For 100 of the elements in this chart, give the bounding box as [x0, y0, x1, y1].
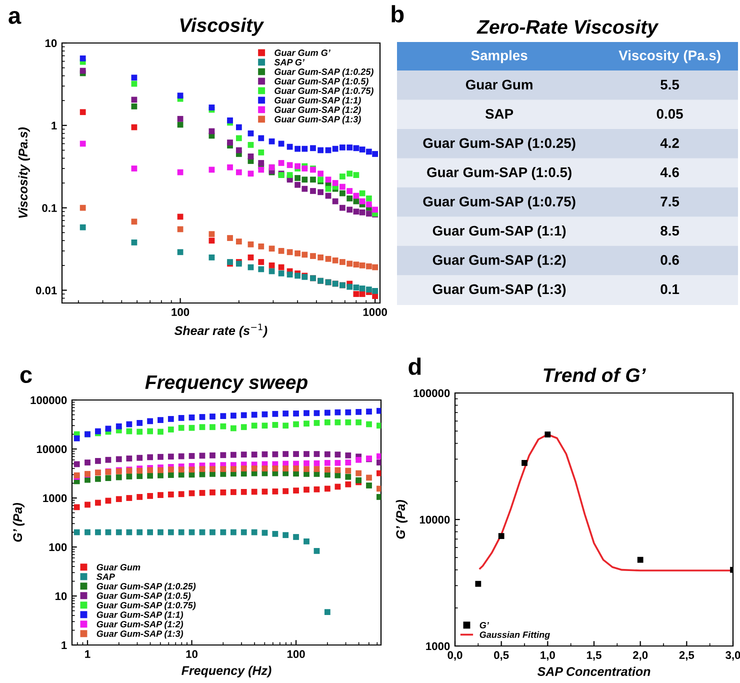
point	[345, 481, 352, 488]
point	[210, 414, 216, 420]
point	[199, 490, 206, 496]
legend-label: Guar Gum	[96, 564, 140, 570]
legend-label: Guar Gum-SAP (1:3)	[96, 630, 184, 639]
point	[168, 466, 174, 473]
point	[158, 428, 164, 435]
x-tick-label: 100	[287, 650, 305, 658]
y-axis-title: Viscosity (Pa.s)	[18, 127, 30, 218]
category-label: SAP	[485, 108, 514, 119]
point	[314, 486, 320, 492]
point	[475, 580, 482, 587]
point	[345, 474, 352, 480]
point	[178, 466, 184, 473]
point	[168, 454, 174, 460]
point	[220, 423, 226, 430]
point	[158, 467, 164, 474]
point	[158, 472, 164, 478]
legend-label: Guar Gum-SAP (1:1)	[274, 96, 361, 106]
y-tick-label: 0.01	[36, 286, 57, 294]
category-label: Guar Gum-SAP (1:1)	[432, 225, 566, 238]
point	[230, 529, 236, 536]
point	[74, 529, 80, 536]
point	[293, 466, 299, 472]
point	[95, 476, 101, 482]
point	[251, 466, 258, 472]
x-tick-label: 2,5	[679, 651, 694, 661]
legend-label: SAP	[96, 574, 115, 580]
point	[356, 409, 362, 415]
point	[345, 452, 352, 458]
x-axis-title: Shear rate (s$^{−1}$)	[174, 324, 268, 338]
y-tick-label: 1	[52, 122, 57, 130]
point	[84, 529, 90, 536]
category-label: Guar Gum-SAP (1:0.25)	[423, 138, 576, 151]
y-axis-title: G’ (Pa)	[396, 500, 408, 539]
legend-label: Guar Gum-SAP (1:0.75)	[274, 87, 374, 96]
point	[345, 468, 352, 474]
point	[126, 428, 132, 434]
data-label: 0.6	[660, 255, 679, 265]
chart-title: Viscosity	[180, 18, 264, 36]
point	[168, 416, 174, 422]
point	[272, 466, 278, 472]
data-label: 4.6	[660, 167, 679, 178]
point	[136, 473, 143, 480]
y-axis-title: G’ (Pa)	[12, 502, 25, 542]
point	[199, 414, 206, 420]
point	[324, 410, 330, 416]
point	[74, 504, 80, 510]
legend-label: Guar Gum G’	[274, 50, 330, 56]
text: d	[408, 358, 421, 375]
point	[178, 453, 184, 460]
point	[188, 466, 195, 473]
point	[158, 492, 164, 498]
point	[304, 460, 310, 466]
y-tick-label: 100000	[414, 389, 450, 398]
point	[147, 428, 153, 434]
point	[147, 454, 153, 460]
x-axis-title: Frequency (Hz)	[182, 666, 272, 678]
point	[95, 529, 101, 536]
point	[199, 466, 206, 472]
y-tick-label: 10	[55, 592, 67, 600]
point	[262, 466, 268, 472]
point	[345, 419, 352, 426]
data-label: 5.5	[660, 80, 680, 90]
point	[356, 419, 362, 426]
point	[136, 468, 143, 474]
legend-label: Guar Gum-SAP (1:0.25)	[274, 68, 374, 77]
point	[304, 486, 310, 493]
point	[314, 451, 320, 457]
point	[220, 466, 226, 472]
point	[356, 470, 362, 476]
point	[178, 424, 184, 431]
point	[251, 529, 258, 536]
point	[158, 529, 164, 536]
point	[168, 529, 174, 536]
point	[282, 451, 289, 457]
y-tick-label: 100000	[30, 396, 67, 404]
point	[304, 410, 310, 416]
point	[136, 420, 143, 426]
point	[188, 453, 195, 459]
point	[210, 452, 216, 458]
point	[126, 474, 132, 480]
point	[210, 489, 216, 496]
point	[105, 456, 112, 463]
category-label: Guar Gum-SAP (1:2)	[432, 254, 566, 268]
point	[345, 409, 352, 416]
point	[324, 460, 330, 466]
legend-label: Guar Gum-SAP (1:0.75)	[96, 602, 196, 610]
point	[366, 421, 372, 428]
point	[188, 414, 195, 420]
point	[147, 467, 153, 474]
point	[116, 456, 122, 462]
legend-label: Gaussian Fitting	[480, 631, 550, 640]
legend-label: Guar Gum-SAP (1:0.5)	[96, 592, 191, 601]
point	[210, 466, 216, 472]
point	[116, 423, 122, 430]
point	[136, 529, 143, 536]
point	[314, 466, 320, 472]
point	[199, 424, 206, 430]
x-tick-label: 3,0	[726, 651, 740, 661]
